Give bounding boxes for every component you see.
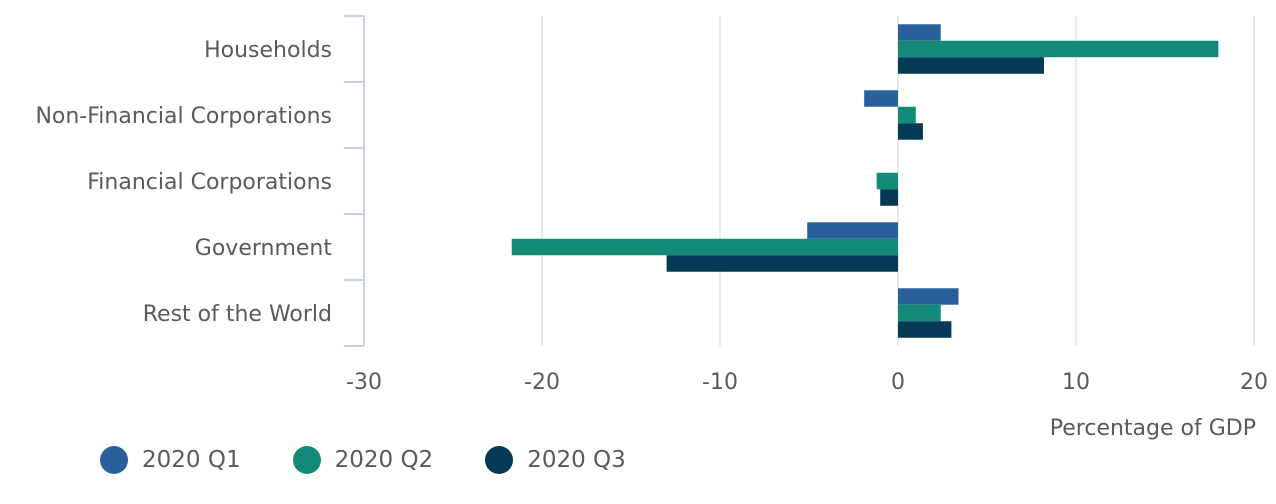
legend-item-q2: 2020 Q2	[292, 446, 434, 474]
category-label: Government	[195, 236, 333, 261]
bar	[666, 255, 898, 272]
category-labels: Households Non-Financial Corporations Fina…	[35, 38, 332, 327]
legend: 2020 Q1 2020 Q2 2020 Q3	[100, 446, 626, 474]
bar	[807, 222, 898, 239]
bar	[898, 304, 941, 322]
bar	[880, 189, 898, 206]
tick-label: 0	[891, 370, 905, 395]
tick-label: -20	[524, 370, 560, 395]
bar	[898, 321, 952, 338]
legend-label: 2020 Q1	[142, 447, 241, 473]
tick-labels: -30 -20 -10 0 10 20	[346, 370, 1268, 395]
bar	[898, 24, 941, 41]
bars	[511, 24, 1219, 338]
bar	[511, 238, 898, 256]
x-axis-title: Percentage of GDP	[1050, 416, 1256, 441]
category-label: Rest of the World	[143, 302, 332, 327]
legend-item-q3: 2020 Q3	[485, 446, 626, 474]
bar	[898, 123, 923, 140]
bar	[898, 106, 916, 124]
bar	[898, 57, 1044, 74]
legend-label: 2020 Q3	[527, 447, 626, 473]
legend-label: 2020 Q2	[334, 447, 434, 473]
category-axis	[344, 15, 365, 347]
category-label: Households	[204, 38, 332, 63]
legend-swatch	[485, 446, 514, 474]
tick-label: -30	[346, 370, 382, 395]
tick-label: 20	[1240, 370, 1268, 395]
legend-swatch	[292, 446, 321, 474]
bar	[898, 40, 1219, 58]
bar	[898, 288, 959, 305]
bar	[876, 172, 898, 190]
legend-item-q1: 2020 Q1	[100, 446, 241, 474]
category-label: Non-Financial Corporations	[35, 104, 332, 129]
legend-swatch	[100, 446, 128, 474]
tick-label: 10	[1062, 370, 1090, 395]
category-label: Financial Corporations	[87, 170, 332, 195]
bar	[864, 90, 898, 107]
tick-label: -10	[702, 370, 738, 395]
